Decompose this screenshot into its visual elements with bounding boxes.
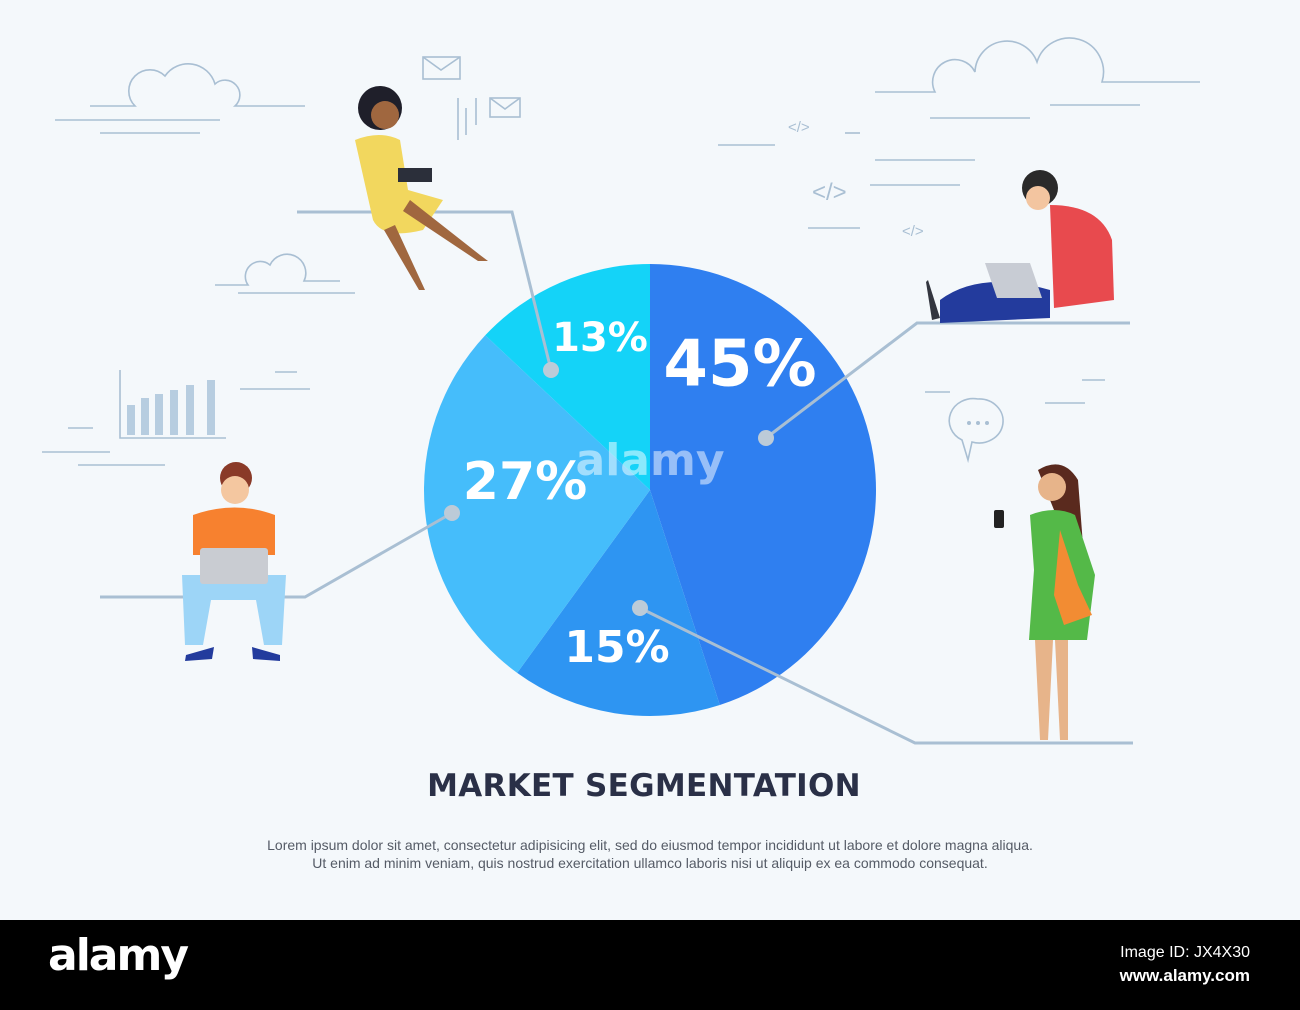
watermark: alamy	[576, 435, 725, 486]
alamy-logo: alamy	[48, 930, 189, 981]
envelope-icon	[422, 56, 521, 140]
pie-chart: alamy 45% 15% 27% 13%	[423, 264, 876, 716]
woman-with-tablet-illustration	[355, 86, 488, 290]
site-url: www.alamy.com	[1119, 966, 1250, 985]
code-icon: </> </> </>	[788, 119, 924, 240]
slice-label-13: 13%	[552, 315, 648, 361]
leader-dot-27	[444, 505, 460, 521]
leader-line-15	[639, 606, 1133, 745]
leader-dot-45	[758, 430, 774, 446]
slice-label-27: 27%	[463, 452, 587, 512]
leader-line-27	[100, 511, 453, 599]
woman-with-phone-illustration	[994, 464, 1095, 740]
chat-bubble-icon	[948, 397, 1004, 464]
description: Lorem ipsum dolor sit amet, consectetur …	[0, 836, 1300, 872]
svg-text:</>: </>	[788, 119, 810, 136]
pie-slice-15	[517, 490, 720, 716]
pie-slice-27	[423, 335, 650, 673]
chart-title: MARKET SEGMENTATION	[427, 768, 861, 804]
footer-bar	[0, 920, 1300, 1010]
pie-slice-13	[485, 264, 650, 490]
leader-dot-13	[543, 362, 559, 378]
decorative-clouds	[42, 37, 1200, 466]
pie-slice-45	[650, 264, 876, 705]
svg-text:</>: </>	[902, 223, 924, 240]
man-with-laptop-illustration	[182, 462, 286, 661]
infographic: </> </> </> alamy 45% 15% 27% 13%	[42, 37, 1200, 745]
svg-text:</>: </>	[812, 179, 847, 206]
leader-line-45	[765, 321, 1130, 440]
description-line-2: Ut enim ad minim veniam, quis nostrud ex…	[312, 855, 988, 871]
bar-chart-icon	[119, 370, 226, 439]
slice-label-15: 15%	[564, 622, 669, 673]
description-line-1: Lorem ipsum dolor sit amet, consectetur …	[267, 837, 1033, 853]
leader-lines	[100, 210, 1133, 745]
slice-label-45: 45%	[663, 328, 816, 402]
leader-dot-15	[632, 600, 648, 616]
leader-line-13	[297, 210, 553, 371]
man-with-laptop-sitting-illustration	[926, 170, 1114, 323]
image-id: Image ID: JX4X30	[1120, 944, 1250, 961]
